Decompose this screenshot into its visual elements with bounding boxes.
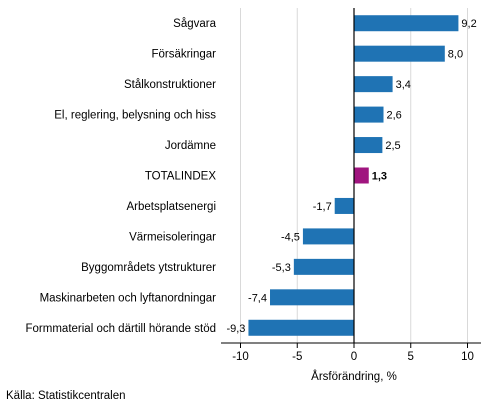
- gridlines: [240, 8, 468, 343]
- bar: [293, 258, 354, 275]
- bar: [248, 319, 354, 336]
- value-labels: 9,2 8,0 3,4 2,6 2,5 1,3 -1,7 -4,5 -5,3 -7,4 -9,3: [226, 18, 476, 335]
- category-label: Försäkringar: [151, 49, 216, 61]
- value-label: -9,3: [226, 323, 245, 335]
- category-label: Sågvara: [173, 18, 216, 30]
- category-label: Jordämne: [165, 140, 216, 152]
- value-label: -7,4: [248, 292, 267, 304]
- value-label: -1,7: [313, 201, 332, 213]
- x-tick-label: 10: [461, 351, 474, 363]
- bar: [354, 45, 445, 62]
- x-tick-labels: -10 -5 0 5 10: [232, 351, 474, 363]
- value-label: -4,5: [281, 231, 300, 243]
- category-label: Värmeisoleringar: [129, 231, 216, 243]
- x-axis-title: Årsförändring, %: [311, 370, 397, 383]
- axes: [221, 8, 481, 348]
- category-label: TOTALINDEX: [145, 171, 216, 183]
- value-label: 2,6: [387, 110, 402, 122]
- category-label: Stålkonstruktioner: [124, 79, 216, 91]
- source-note: Källa: Statistikcentralen: [6, 390, 126, 402]
- category-label: Formmaterial och därtill hörande stöd: [26, 323, 216, 335]
- value-label: -5,3: [272, 262, 291, 274]
- category-label: Arbetsplatsenergi: [127, 201, 217, 213]
- category-labels: Sågvara Försäkringar Stålkonstruktioner El,…: [26, 18, 217, 335]
- bar: [354, 15, 459, 32]
- bar: [354, 167, 369, 184]
- value-label: 1,3: [372, 171, 387, 183]
- category-label: Byggområdets ytstrukturer: [81, 262, 216, 274]
- category-label: Maskinarbeten och lyftanordningar: [40, 292, 217, 304]
- category-label: El, reglering, belysning och hiss: [54, 110, 216, 122]
- x-tick-label: 0: [351, 351, 357, 363]
- bar: [302, 228, 354, 245]
- value-label: 3,4: [396, 79, 411, 91]
- bar: [354, 106, 384, 123]
- x-tick-label: -10: [232, 351, 249, 363]
- value-label: 8,0: [448, 49, 463, 61]
- bar: [270, 289, 354, 306]
- bar: [334, 197, 354, 214]
- bar: [354, 137, 383, 154]
- bars: [248, 15, 459, 336]
- x-tick-label: -5: [292, 351, 302, 363]
- x-tick-label: 5: [408, 351, 414, 363]
- value-label: 2,5: [385, 140, 400, 152]
- value-label: 9,2: [461, 18, 476, 30]
- bar: [354, 76, 393, 93]
